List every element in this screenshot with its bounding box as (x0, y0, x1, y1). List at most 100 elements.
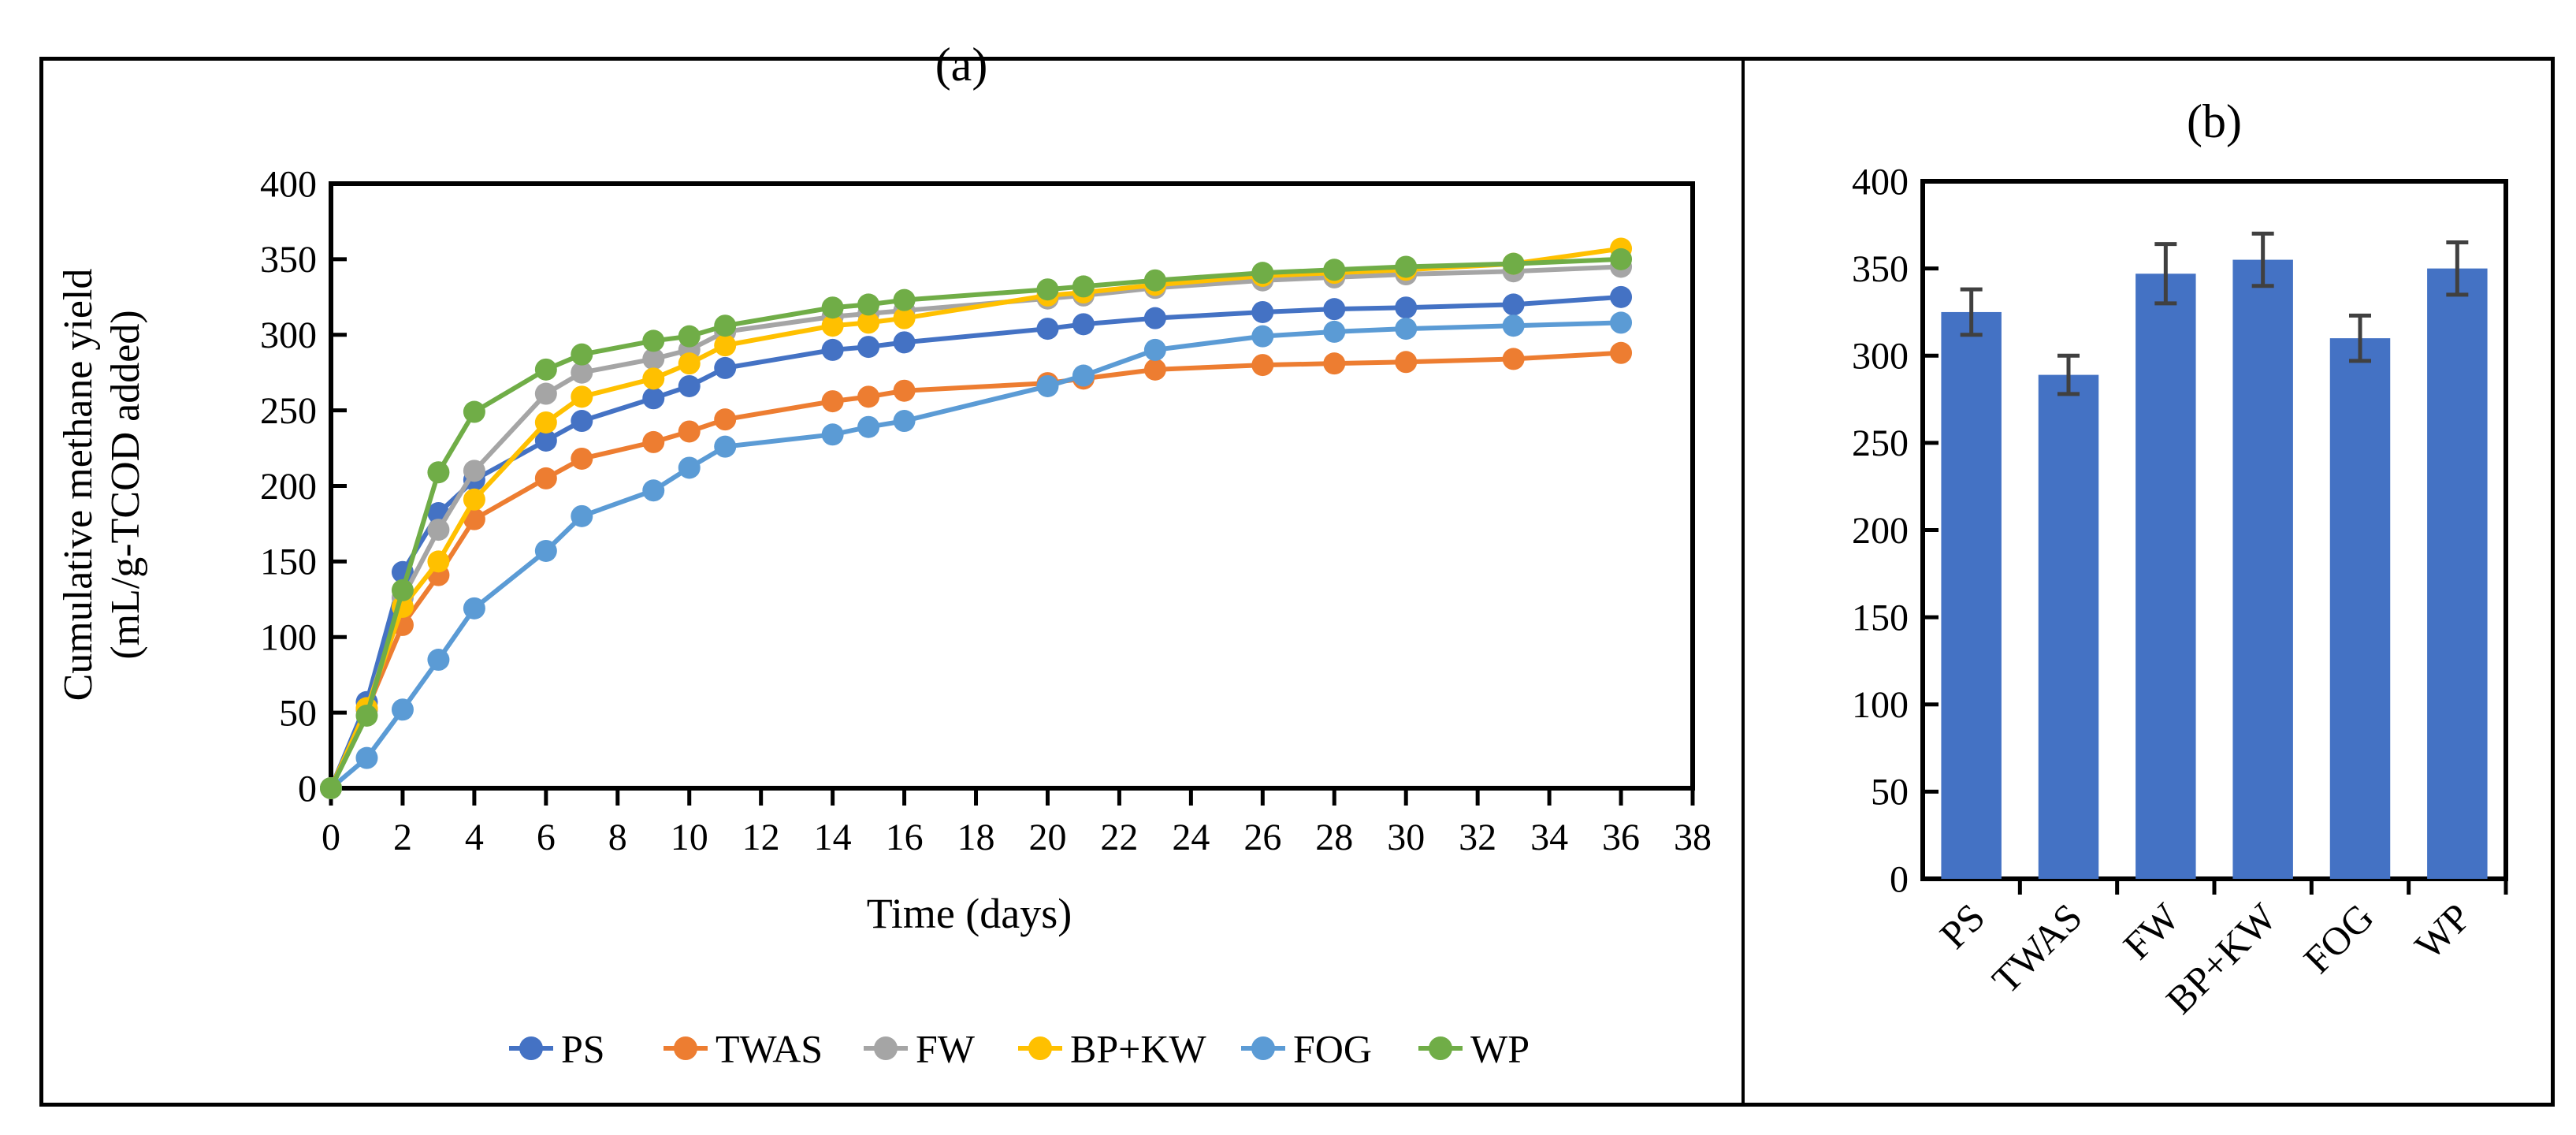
x-axis-tick-label: 0 (322, 817, 340, 858)
x-axis-tick-label: 28 (1315, 817, 1353, 858)
data-point-PS (678, 374, 701, 397)
data-point-FOG (1610, 311, 1633, 334)
data-point-FOG (1395, 318, 1418, 340)
legend-marker-icon (519, 1036, 543, 1060)
plot-frame (1920, 179, 2508, 881)
data-point-TWAS (893, 379, 916, 402)
data-point-WP (857, 293, 880, 316)
data-point-TWAS (678, 420, 701, 443)
bar-FOG (2329, 338, 2391, 879)
x-axis-tick-label: 16 (886, 817, 924, 858)
data-point-WP (1395, 255, 1418, 278)
bar-BP+KW (2232, 259, 2293, 879)
category-label-FOG: FOG (2295, 895, 2381, 981)
data-point-FOG (1323, 320, 1346, 343)
figure-border (39, 57, 2555, 1107)
x-axis-tick-label: 12 (742, 817, 780, 858)
legend-label-PS: PS (561, 1027, 605, 1071)
data-point-PS (1251, 300, 1274, 323)
category-label-WP: WP (2406, 895, 2479, 968)
data-point-BP+KW (714, 334, 737, 357)
y-axis-tick-label: 300 (1852, 336, 1909, 378)
data-point-FOG (642, 479, 665, 502)
data-point-FOG (427, 649, 450, 672)
data-point-TWAS (1502, 348, 1525, 370)
y-axis-tick-label: 350 (1852, 248, 1909, 290)
category-label-BP+KW: BP+KW (2158, 895, 2285, 1022)
data-point-WP (642, 329, 665, 352)
data-point-BP+KW (463, 488, 485, 511)
y-axis-tick-label: 0 (1890, 858, 1909, 900)
panel-b-title: (b) (2187, 95, 2242, 147)
bar-WP (2427, 268, 2488, 879)
y-axis-tick-label: 350 (260, 239, 317, 281)
y-axis-tick-label: 200 (260, 466, 317, 508)
legend-item-WP: WP (1418, 1027, 1530, 1071)
data-point-WP (678, 325, 701, 348)
data-point-TWAS (821, 390, 844, 413)
data-point-FOG (714, 435, 737, 458)
data-point-PS (1395, 296, 1418, 319)
legend-item-TWAS: TWAS (664, 1027, 823, 1071)
data-point-WP (427, 461, 450, 484)
data-point-WP (1502, 252, 1525, 275)
x-axis-tick-label: 2 (393, 817, 412, 858)
line-series-FOG (329, 320, 1622, 791)
data-point-BP+KW (642, 367, 665, 390)
legend-item-FOG: FOG (1241, 1027, 1372, 1071)
data-point-WP (571, 343, 593, 366)
bar-PS (1941, 311, 2002, 879)
x-axis-tick-label: 8 (608, 817, 627, 858)
data-point-WP (1072, 275, 1095, 298)
data-point-FW (463, 460, 485, 482)
data-point-TWAS (1251, 354, 1274, 377)
legend-label-WP: WP (1470, 1027, 1530, 1071)
y-axis-tick-label: 400 (1852, 161, 1909, 203)
data-point-TWAS (857, 385, 880, 408)
y-axis-tick-label: 200 (1852, 510, 1909, 552)
data-point-WP (714, 314, 737, 337)
legend-item-PS: PS (509, 1027, 605, 1071)
legend-label-FW: FW (916, 1027, 976, 1071)
data-point-PS (821, 338, 844, 361)
data-point-WP (1610, 247, 1633, 270)
data-point-FOG (678, 456, 701, 479)
data-point-PS (642, 387, 665, 410)
y-axis-tick-label: 50 (1871, 772, 1909, 813)
x-axis-tick-label: 24 (1172, 817, 1210, 858)
data-point-WP (355, 704, 378, 727)
y-axis-tick-label: 300 (260, 314, 317, 356)
data-point-WP (534, 358, 557, 381)
panel-divider (1741, 57, 1745, 1107)
data-point-TWAS (1143, 358, 1166, 381)
x-axis-tick-label: 36 (1602, 817, 1640, 858)
data-point-BP+KW (534, 411, 557, 434)
y-axis-tick-label: 250 (260, 390, 317, 432)
data-point-WP (893, 288, 916, 311)
data-point-TWAS (534, 467, 557, 489)
y-axis-tick-label: 100 (1852, 684, 1909, 726)
data-point-PS (1072, 313, 1095, 336)
data-point-TWAS (571, 447, 593, 470)
line-series-WP (329, 256, 1622, 790)
y-axis-tick-label: 150 (1852, 597, 1909, 638)
y-axis-tick-label: 250 (1852, 422, 1909, 464)
data-point-PS (571, 410, 593, 433)
data-point-PS (1323, 298, 1346, 321)
data-point-PS (1143, 307, 1166, 329)
data-point-PS (893, 331, 916, 354)
y-axis-tick-label: 150 (260, 541, 317, 583)
category-label-TWAS: TWAS (1983, 895, 2091, 1002)
category-label-PS: PS (1931, 895, 1994, 957)
data-point-PS (1502, 293, 1525, 316)
data-point-FOG (1072, 364, 1095, 387)
data-point-TWAS (642, 430, 665, 453)
y-axis-tick-label: 50 (279, 692, 317, 734)
y-axis-tick-label: 0 (298, 768, 317, 809)
x-axis-tick-label: 14 (814, 817, 852, 858)
data-point-FOG (857, 415, 880, 438)
x-axis-tick-label: 30 (1387, 817, 1425, 858)
x-axis-tick-label: 18 (957, 817, 995, 858)
data-point-WP (1143, 269, 1166, 292)
